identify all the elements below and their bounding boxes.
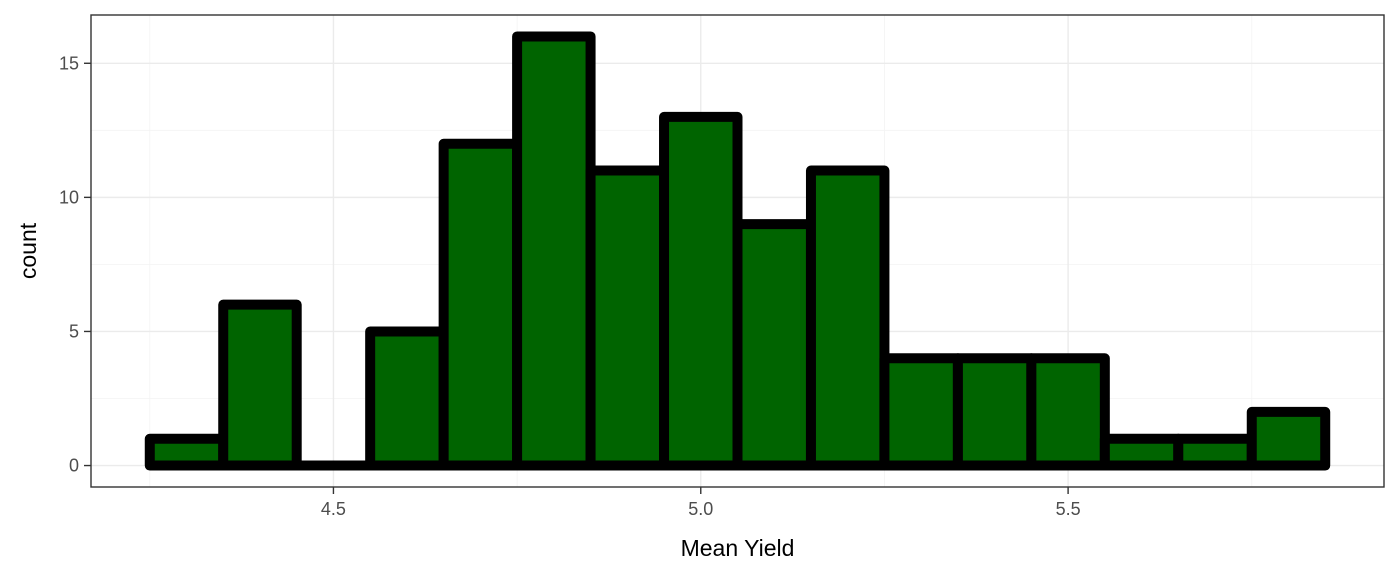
y-tick-label: 5 xyxy=(69,321,79,341)
x-tick-label: 5.5 xyxy=(1056,499,1081,519)
histogram-bar-14 xyxy=(1173,433,1257,471)
histogram-bar-9 xyxy=(805,165,890,471)
y-tick-label: 0 xyxy=(69,456,79,476)
x-tick-label: 4.5 xyxy=(321,499,346,519)
y-tick-label: 15 xyxy=(59,53,79,73)
histogram-bars xyxy=(144,31,1331,471)
histogram-bar-5 xyxy=(512,31,596,471)
histogram-bar-11 xyxy=(952,353,1037,471)
y-axis-title: count xyxy=(15,222,41,279)
histogram-bar-12 xyxy=(1026,353,1110,471)
x-tick-label: 5.0 xyxy=(688,499,713,519)
histogram-bar-13 xyxy=(1099,433,1184,471)
histogram-bar-7 xyxy=(659,111,743,471)
histogram-bar-3 xyxy=(365,326,449,471)
histogram-bar-0 xyxy=(144,433,229,471)
histogram-bar-4 xyxy=(438,138,523,471)
histogram-bar-10 xyxy=(879,353,963,471)
histogram-bar-6 xyxy=(585,165,670,471)
histogram-bar-1 xyxy=(218,299,302,471)
panel-border xyxy=(90,14,1385,488)
x-axis-title: Mean Yield xyxy=(681,535,795,561)
histogram-bar-15 xyxy=(1246,406,1331,471)
axis-ticks: 4.5 5.0 5.5 0 5 10 15 xyxy=(59,53,1081,519)
y-tick-label: 10 xyxy=(59,187,79,207)
histogram-bar-8 xyxy=(732,219,816,471)
